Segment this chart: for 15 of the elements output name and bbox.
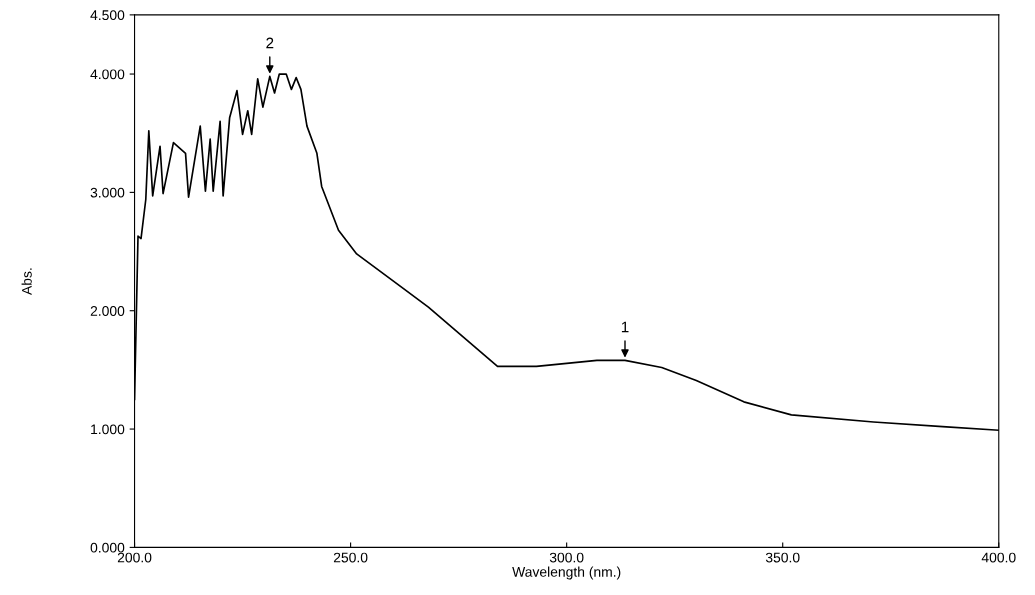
y-tick-label: 4.000 [90,69,125,80]
x-tick-label: 400.0 [981,552,1016,563]
x-tick-label: 300.0 [549,552,584,563]
x-tick-label: 200.0 [117,552,152,563]
annotation: 2 [266,37,274,49]
y-tick-label: 0.000 [90,542,125,553]
x-tick-label: 250.0 [333,552,368,563]
annotation: 1 [621,321,629,333]
y-tick-label: 1.000 [91,424,125,435]
y-tick-label: 4.500 [90,10,125,21]
x-tick-label: 350.0 [765,552,800,563]
y-tick-label: 3.000 [90,187,125,198]
x-axis-title: Wavelength (nm.) [512,566,621,580]
y-tick-label: 2.000 [90,306,125,316]
y-axis-title: Abs. [21,268,32,295]
